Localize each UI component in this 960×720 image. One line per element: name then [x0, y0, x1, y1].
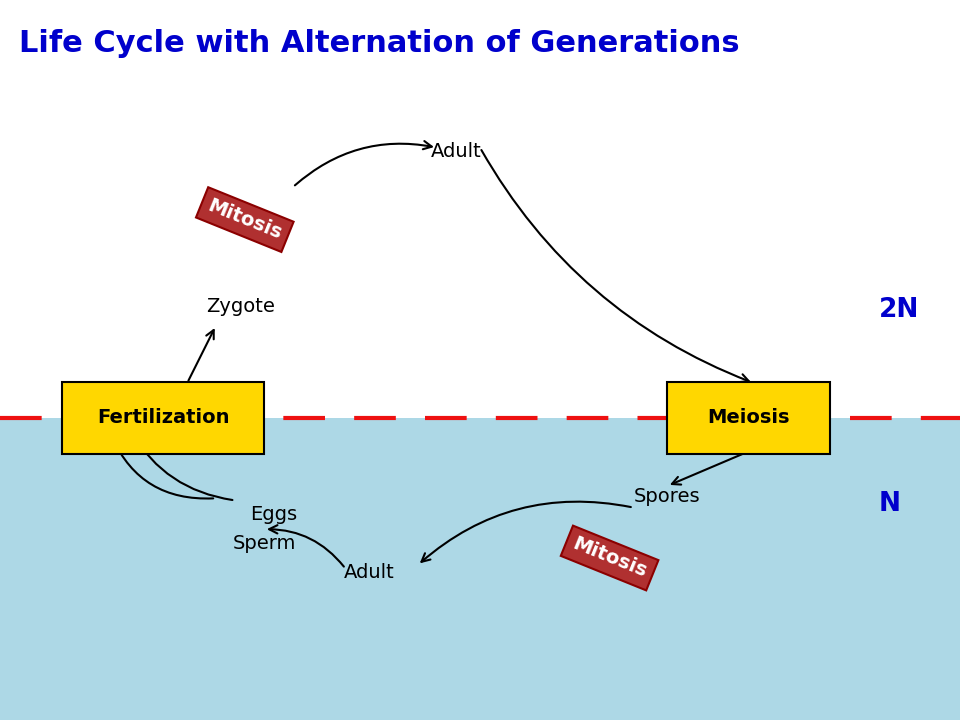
- Text: N: N: [878, 491, 900, 517]
- FancyBboxPatch shape: [667, 382, 830, 454]
- Text: Zygote: Zygote: [206, 297, 276, 315]
- Text: Fertilization: Fertilization: [97, 408, 229, 427]
- FancyBboxPatch shape: [0, 418, 960, 720]
- Text: Spores: Spores: [634, 487, 700, 506]
- Text: 2N: 2N: [878, 297, 919, 323]
- Text: Life Cycle with Alternation of Generations: Life Cycle with Alternation of Generatio…: [19, 29, 740, 58]
- Text: Sperm: Sperm: [232, 534, 296, 553]
- FancyBboxPatch shape: [62, 382, 264, 454]
- Text: Meiosis: Meiosis: [708, 408, 790, 427]
- Text: Adult: Adult: [345, 563, 395, 582]
- Text: Mitosis: Mitosis: [204, 196, 285, 243]
- Text: Eggs: Eggs: [250, 505, 298, 524]
- Text: Adult: Adult: [431, 142, 481, 161]
- FancyBboxPatch shape: [0, 0, 960, 418]
- Text: Mitosis: Mitosis: [569, 534, 650, 582]
